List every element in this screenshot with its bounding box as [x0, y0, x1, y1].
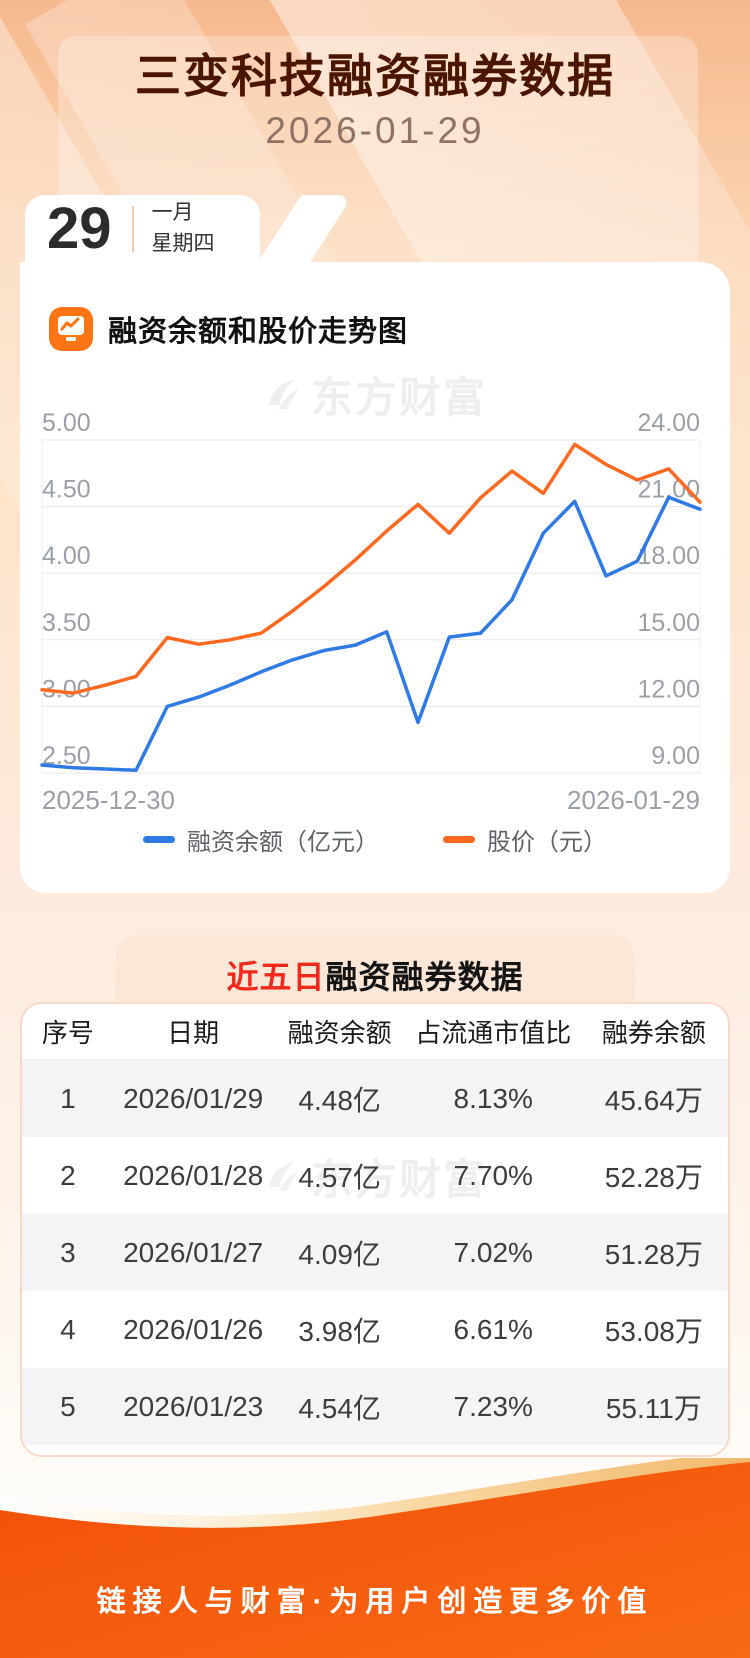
table-cell: 2026/01/27 — [123, 1236, 264, 1268]
table-row: 1 2026/01/29 4.48亿 8.13% 45.64万 — [22, 1060, 728, 1137]
footer-wave — [0, 1458, 750, 1658]
table-cell: 8.13% — [453, 1082, 533, 1114]
right-axis-tick: 12.00 — [637, 675, 700, 703]
table-row: 4 2026/01/26 3.98亿 6.61% 53.08万 — [22, 1291, 728, 1368]
table-cell: 53.08万 — [604, 1315, 703, 1347]
footer-slogan: 链接人与财富·为用户创造更多价值 — [96, 1586, 654, 1618]
table-cell: 6.61% — [453, 1313, 533, 1345]
table-cell: 2026/01/29 — [123, 1082, 264, 1114]
x-axis-label-start: 2025-12-30 — [42, 785, 175, 815]
table-row: 5 2026/01/23 4.54亿 7.23% 55.11万 — [22, 1368, 728, 1445]
trend-board-icon — [49, 307, 93, 351]
legend-label: 股价（元） — [487, 829, 607, 856]
table-cell: 5 — [60, 1390, 76, 1422]
x-axis-label-end: 2026-01-29 — [567, 785, 700, 815]
table-header-cell: 融券余额 — [601, 1018, 706, 1048]
page-date: 2026-01-29 — [265, 110, 485, 151]
legend-label: 融资余额（亿元） — [187, 829, 379, 856]
date-card-slant — [258, 195, 354, 262]
date-divider — [131, 205, 134, 252]
right-axis-tick: 15.00 — [637, 609, 700, 637]
table-cell: 3 — [60, 1236, 76, 1268]
left-axis-tick: 5.00 — [42, 409, 91, 437]
table-cell: 2 — [60, 1159, 76, 1191]
table-cell: 51.28万 — [604, 1238, 703, 1270]
table-cell: 4.48亿 — [298, 1084, 381, 1116]
table-cell: 7.23% — [453, 1390, 533, 1422]
banner-rest: 融资融券数据 — [325, 959, 524, 995]
legend-marker — [143, 836, 175, 843]
date-month: 一月 — [151, 201, 194, 225]
right-axis-tick: 18.00 — [637, 542, 700, 570]
date-weekday: 星期四 — [151, 231, 215, 255]
table-header-cell: 序号 — [41, 1018, 94, 1048]
chart-title: 融资余额和股价走势图 — [108, 316, 409, 348]
table-cell: 2026/01/28 — [123, 1159, 264, 1191]
table-header-cell: 融资余额 — [287, 1018, 392, 1048]
chart-card-header: 融资余额和股价走势图 — [48, 306, 408, 352]
legend-item: 股价（元） — [443, 822, 607, 857]
chart-card: 融资余额和股价走势图 东方财富 5.00 24.00 4.50 21.00 4.00 18… — [20, 262, 730, 893]
trend-chart: 5.00 24.00 4.50 21.00 4.00 18.00 3.50 15.00 3.00… — [20, 407, 730, 819]
table-cell: 4.09亿 — [298, 1238, 381, 1270]
table-header-cell: 日期 — [167, 1018, 220, 1048]
table-header-row: 序号 日期 融资余额 占流通市值比 融券余额 — [22, 1004, 728, 1060]
table-row: 3 2026/01/27 4.09亿 7.02% 51.28万 — [22, 1214, 728, 1291]
left-axis-tick: 3.50 — [42, 609, 91, 637]
table-cell: 1 — [60, 1082, 76, 1114]
table-cell: 2026/01/23 — [123, 1390, 264, 1422]
left-axis-tick: 4.50 — [42, 476, 91, 504]
table-cell: 2026/01/26 — [123, 1313, 264, 1345]
table-row: 2 2026/01/28 4.57亿 7.70% 52.28万 — [22, 1137, 728, 1214]
date-card: 29 一月 星期四 — [25, 195, 260, 262]
page-title: 三变科技融资融券数据 — [135, 50, 615, 102]
data-table-card: 东方财富 序号 日期 融资余额 占流通市值比 融券余额 1 2026/01/29 4.48亿… — [20, 1002, 730, 1457]
table-cell: 4 — [60, 1313, 76, 1345]
legend-item: 融资余额（亿元） — [143, 822, 379, 857]
table-cell: 4.54亿 — [298, 1392, 381, 1424]
right-axis-tick: 24.00 — [637, 409, 700, 437]
legend-marker — [443, 836, 475, 843]
trend-chart-svg: 5.00 24.004.50 21.004.00 18.003.50 15.003.00… — [40, 409, 702, 815]
table-header-cell: 占流通市值比 — [415, 1018, 572, 1048]
chart-legend: 融资余额（亿元） 股价（元） — [20, 822, 730, 857]
table-cell: 3.98亿 — [298, 1315, 381, 1347]
table-cell: 4.57亿 — [298, 1161, 381, 1193]
left-axis-tick: 4.00 — [42, 542, 91, 570]
table-cell: 52.28万 — [604, 1161, 703, 1193]
right-axis-tick: 9.00 — [651, 742, 700, 770]
table-cell: 55.11万 — [605, 1392, 702, 1424]
date-day: 29 — [47, 195, 112, 261]
table-cell: 7.70% — [453, 1159, 533, 1191]
series-line-margin-balance — [40, 495, 702, 773]
table-cell: 45.64万 — [604, 1084, 703, 1116]
banner-highlight: 近五日 — [226, 959, 326, 995]
table-cell: 7.02% — [453, 1236, 533, 1268]
table-body: 1 2026/01/29 4.48亿 8.13% 45.64万 2 2026/01/28 4.… — [22, 1060, 728, 1445]
